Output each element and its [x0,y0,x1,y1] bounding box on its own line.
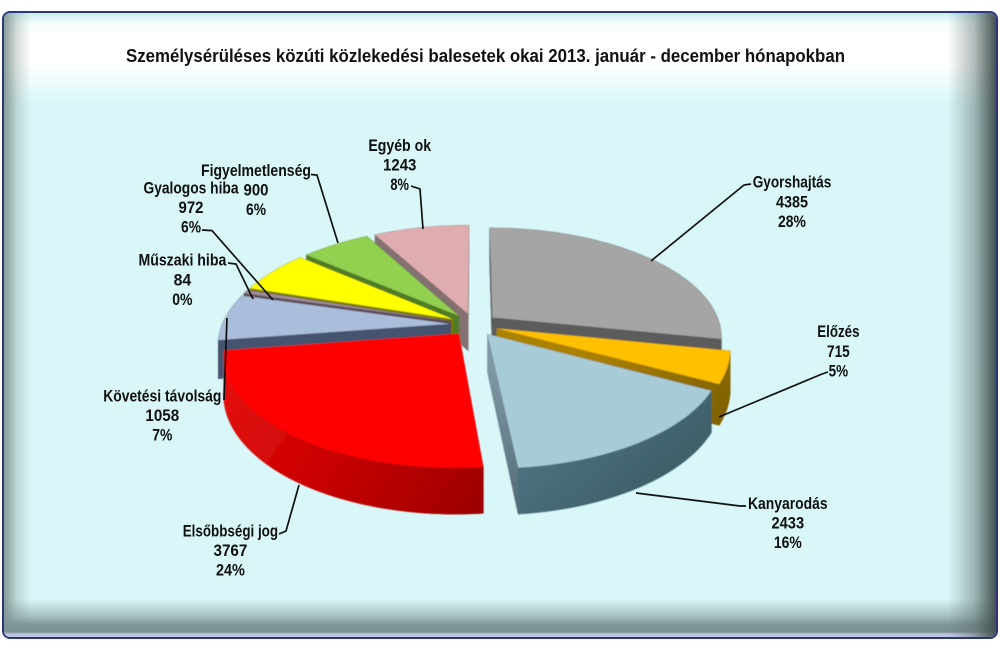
svg-text:7%: 7% [152,426,172,445]
svg-text:Elsőbbségi jog: Elsőbbségi jog [183,521,278,540]
svg-text:8%: 8% [390,175,409,194]
svg-text:6%: 6% [181,218,201,237]
svg-text:Egyéb ok: Egyéb ok [368,136,431,155]
svg-text:1243: 1243 [383,155,416,174]
svg-text:Személysérüléses közúti közlek: Személysérüléses közúti közlekedési bale… [126,45,845,66]
svg-text:5%: 5% [829,361,849,380]
svg-text:1058: 1058 [145,406,179,425]
svg-text:16%: 16% [774,533,802,552]
svg-text:Követési távolság: Követési távolság [103,386,221,405]
svg-text:84: 84 [174,270,192,289]
svg-text:Gyalogos hiba: Gyalogos hiba [144,178,239,197]
svg-text:0%: 0% [172,290,192,309]
svg-text:Figyelmetlenség: Figyelmetlenség [201,161,311,180]
svg-text:972: 972 [179,198,204,217]
svg-text:24%: 24% [216,561,245,580]
svg-text:715: 715 [827,342,850,361]
svg-text:Gyorshajtás: Gyorshajtás [753,173,832,192]
svg-text:Kanyarodás: Kanyarodás [748,494,828,513]
svg-text:Műszaki hiba: Műszaki hiba [138,251,226,270]
svg-text:2433: 2433 [772,513,805,532]
svg-text:4385: 4385 [776,192,808,211]
svg-text:Előzés: Előzés [817,322,859,341]
svg-text:28%: 28% [778,212,806,231]
svg-text:3767: 3767 [214,541,248,560]
svg-text:6%: 6% [246,200,266,219]
svg-text:900: 900 [244,180,269,199]
